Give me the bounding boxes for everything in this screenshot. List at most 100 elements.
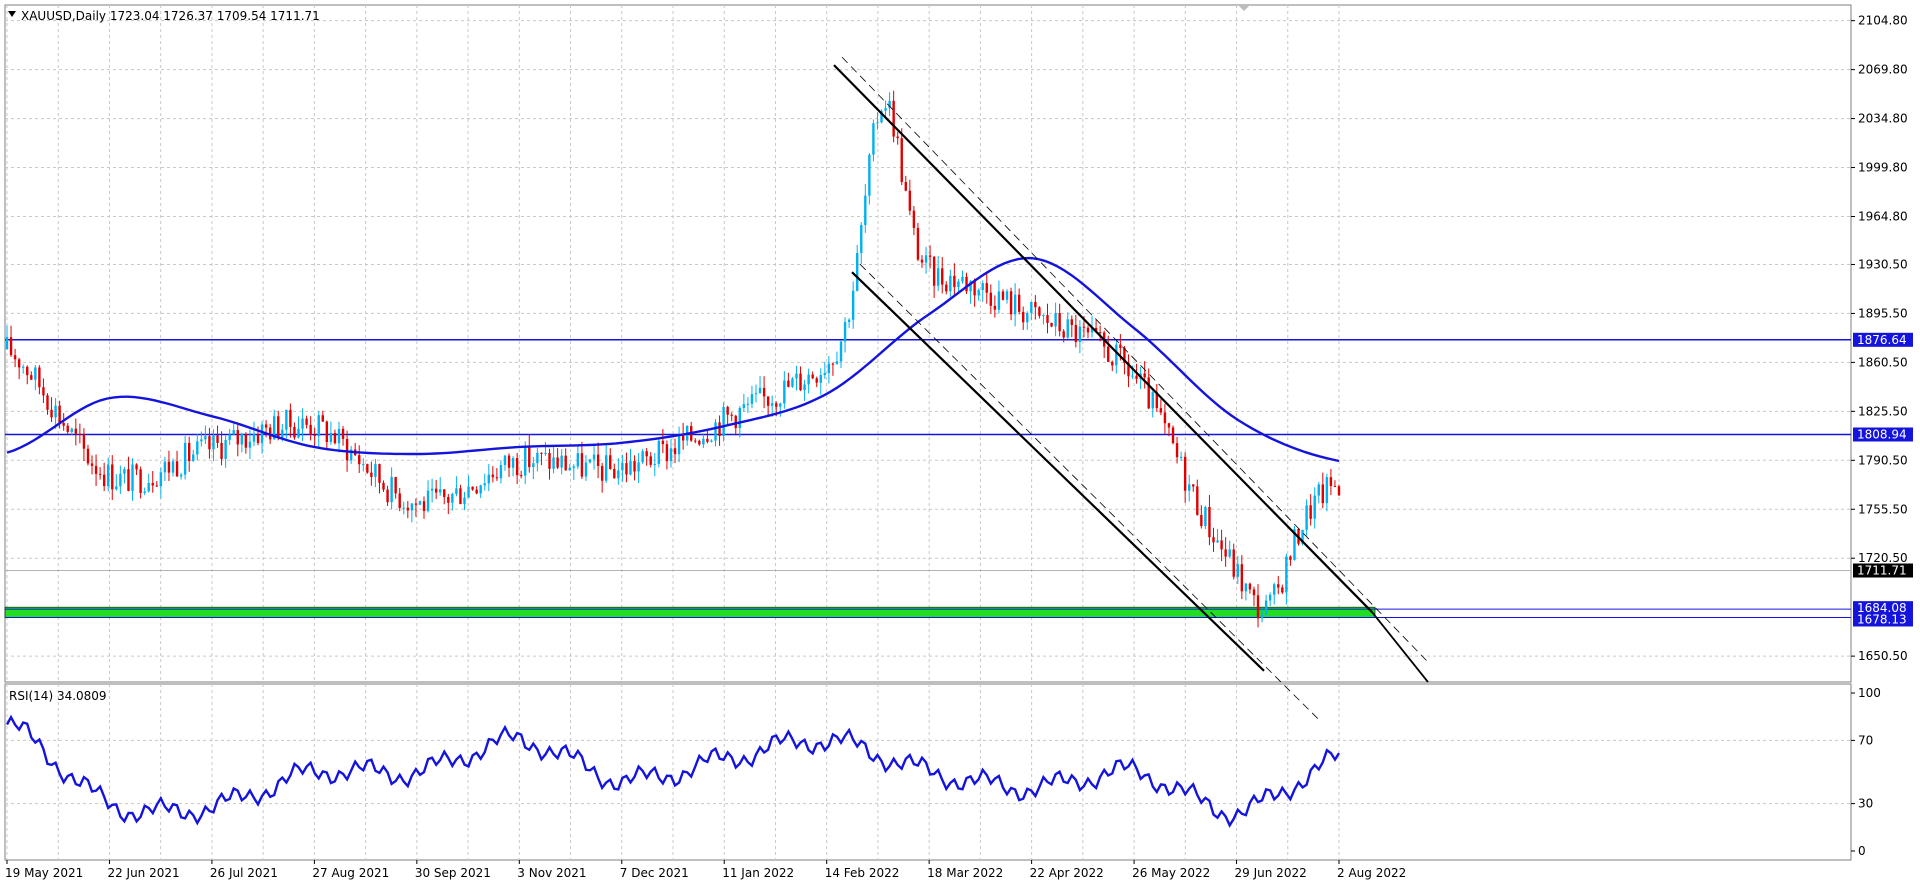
- candle-body: [528, 446, 531, 468]
- candle-body: [264, 424, 268, 428]
- candle-body: [519, 475, 523, 477]
- candle-body: [649, 456, 652, 465]
- candle-body: [26, 366, 29, 376]
- candle-body: [1034, 302, 1037, 308]
- candle-body: [46, 395, 49, 410]
- candle-body: [1155, 392, 1159, 409]
- candle-body: [770, 403, 774, 406]
- candle-body: [835, 361, 839, 365]
- candle-body: [726, 406, 729, 415]
- candle-body: [928, 255, 932, 257]
- candle-body: [1070, 319, 1073, 326]
- candle-body: [309, 424, 312, 435]
- candle-body: [985, 283, 988, 293]
- horizontal-lines: 1876.64 1808.94 1711.71: [5, 332, 1913, 578]
- candle-body: [447, 496, 450, 503]
- candle-body: [183, 442, 187, 475]
- candle-body: [406, 507, 410, 511]
- candle-body: [629, 461, 632, 475]
- candle-body: [475, 489, 478, 494]
- channel-lines[interactable]: [833, 56, 1429, 721]
- date-tick-label: 2 Aug 2022: [1337, 866, 1406, 880]
- support-zone-price-label: 1684.08: [1857, 601, 1907, 615]
- candle-body: [993, 305, 997, 310]
- candle-body: [192, 454, 195, 462]
- candle-body: [1256, 595, 1260, 619]
- candle-body: [74, 428, 78, 434]
- candle-body: [341, 428, 345, 439]
- candle-body: [892, 100, 895, 137]
- candle-body: [823, 373, 827, 376]
- date-tick-label: 3 Nov 2021: [517, 866, 586, 880]
- price-tick-label: 1999.80: [1858, 161, 1908, 175]
- candle-body: [584, 462, 588, 477]
- candle-body: [58, 405, 61, 423]
- candle-body: [345, 438, 349, 461]
- date-tick-label: 14 Feb 2022: [825, 866, 900, 880]
- candle-body: [1115, 344, 1118, 366]
- candle-body: [973, 281, 976, 296]
- candle-body: [90, 463, 94, 466]
- candle-body: [256, 434, 260, 443]
- support-zone-price-tag: [1853, 601, 1913, 616]
- candle-body: [98, 473, 102, 475]
- candle-body: [787, 380, 790, 387]
- candle-body: [657, 440, 661, 464]
- candle-body: [252, 434, 256, 442]
- candle-body: [386, 489, 389, 503]
- candle-body: [1001, 291, 1005, 300]
- chart-shift-marker-icon[interactable]: [1238, 5, 1250, 11]
- candle-body: [30, 375, 33, 380]
- candle-body: [487, 474, 490, 484]
- candle-body: [1038, 307, 1041, 316]
- candle-body: [795, 373, 798, 379]
- price-tick-label: 2034.80: [1858, 112, 1908, 126]
- candle-body: [1309, 505, 1312, 519]
- candle-body: [949, 275, 952, 292]
- candle-body: [426, 490, 430, 512]
- candle-body: [1204, 506, 1207, 527]
- candle-body: [730, 414, 733, 416]
- candle-body: [507, 455, 511, 468]
- candle-body: [969, 281, 972, 292]
- candle-body: [9, 337, 13, 356]
- candle-body: [738, 407, 742, 429]
- price-tick-label: 1895.50: [1858, 306, 1908, 320]
- candle-body: [119, 473, 122, 487]
- channel-trendline[interactable]: [851, 271, 1265, 672]
- channel-trendline-extension[interactable]: [1371, 611, 1429, 683]
- candle-body: [677, 435, 681, 455]
- candle-body: [1005, 291, 1009, 300]
- candle-body: [661, 440, 665, 445]
- price-tick-label: 1650.50: [1858, 649, 1908, 663]
- channel-trendline[interactable]: [833, 64, 1373, 613]
- candle-body: [734, 415, 737, 429]
- candle-body: [155, 485, 158, 487]
- candle-body: [908, 190, 912, 211]
- moving-average-layer: [6, 256, 1340, 463]
- candle-body: [107, 464, 110, 487]
- candle-body: [653, 463, 656, 465]
- candle-body: [851, 290, 855, 320]
- candle-body: [370, 472, 373, 477]
- candle-body: [536, 452, 539, 464]
- candle-body: [362, 464, 365, 466]
- candle-body: [645, 451, 648, 457]
- candle-body: [932, 256, 936, 286]
- candle-body: [78, 433, 82, 435]
- candle-body: [1151, 392, 1154, 409]
- candle-body: [766, 396, 770, 406]
- candle-body: [54, 405, 57, 418]
- candle-body: [1196, 486, 1199, 515]
- candle-body: [232, 430, 235, 435]
- candle-body: [710, 440, 713, 442]
- price-tick-label: 1964.80: [1858, 209, 1908, 223]
- support-zone-price-label: 1678.13: [1857, 612, 1907, 626]
- candle-body: [1321, 484, 1325, 504]
- candle-body: [1046, 315, 1049, 323]
- candle-body: [548, 453, 551, 469]
- symbol-dropdown-icon[interactable]: [8, 11, 16, 17]
- candle-body: [1062, 331, 1065, 338]
